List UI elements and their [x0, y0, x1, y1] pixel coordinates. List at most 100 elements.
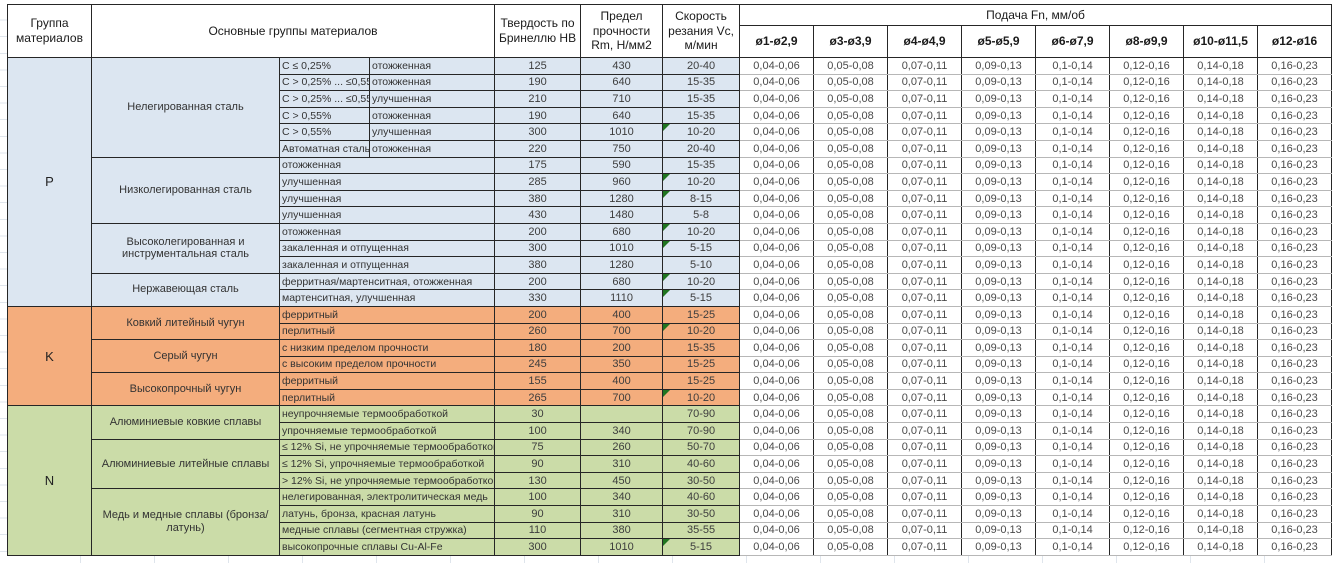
feed-value-cell: 0,07-0,11 [887, 538, 963, 556]
feed-value-cell: 0,12-0,16 [1109, 173, 1185, 191]
feed-value-cell: 0,1-0,14 [1035, 139, 1111, 158]
cutting-speed-cell: 15-35 [662, 156, 741, 175]
material-desc-cell: нелегированная, электролитическая медь [278, 488, 496, 507]
hardness-cell: 200 [494, 272, 582, 291]
material-desc-cell: ≤ 12% Si, не упрочняемые термообработкой [278, 438, 496, 457]
table-row: Алюминиевые литейные сплавы ≤ 12% Si, не … [8, 438, 1333, 490]
cutting-speed-cell: 15-35 [662, 90, 741, 108]
feed-value-cell: 0,16-0,23 [1257, 455, 1333, 473]
feed-value-cell: 0,09-0,13 [961, 222, 1037, 241]
feed-value-cell: 0,12-0,16 [1109, 90, 1185, 108]
feed-value-cell: 0,1-0,14 [1035, 106, 1111, 125]
feed-value-cell: 0,07-0,11 [887, 123, 963, 141]
state-cell: отожженная [368, 139, 496, 158]
feed-value-cell: 0,12-0,16 [1109, 521, 1185, 540]
feed-value-cell: 0,05-0,08 [813, 388, 889, 407]
feed-value-cell: 0,05-0,08 [813, 139, 889, 158]
strength-cell: 260 [580, 438, 664, 457]
hardness-cell: 155 [494, 372, 582, 390]
feed-value-cell: 0,04-0,06 [739, 57, 815, 75]
feed-value-cell: 0,09-0,13 [961, 538, 1037, 556]
feed-value-cell: 0,1-0,14 [1035, 256, 1111, 274]
feed-value-cell: 0,12-0,16 [1109, 139, 1185, 158]
feed-value-cell: 0,14-0,18 [1183, 222, 1259, 241]
feed-value-cell: 0,14-0,18 [1183, 272, 1259, 291]
feed-value-cell: 0,12-0,16 [1109, 322, 1185, 341]
cutting-speed-cell: 10-20 [662, 173, 741, 191]
cutting-speed-cell: 15-35 [662, 339, 741, 357]
feed-value-cell: 0,12-0,16 [1109, 272, 1185, 291]
feed-value-cell: 0,14-0,18 [1183, 139, 1259, 158]
feed-value-cell: 0,07-0,11 [887, 372, 963, 390]
strength-cell: 640 [580, 73, 664, 92]
table-row: Высоколегированная и инструментальная ст… [8, 222, 1333, 274]
hardness-cell: 75 [494, 438, 582, 457]
feed-value-cell: 0,07-0,11 [887, 355, 963, 374]
feed-value-cell: 0,1-0,14 [1035, 206, 1111, 224]
feed-value-cell: 0,09-0,13 [961, 455, 1037, 473]
material-desc-cell: ферритный [278, 305, 496, 324]
hardness-cell: 300 [494, 239, 582, 258]
table-row: улучшенная 430 1480 5-8 0,04-0,06 0,05-0,08 0,… [8, 206, 1333, 224]
feed-value-cell: 0,07-0,11 [887, 388, 963, 407]
cutting-speed-cell: 20-40 [662, 139, 741, 158]
strength-cell: 680 [580, 272, 664, 291]
feed-value-cell: 0,16-0,23 [1257, 90, 1333, 108]
strength-cell: 350 [580, 355, 664, 374]
feed-value-cell: 0,07-0,11 [887, 305, 963, 324]
feed-value-cell: 0,07-0,11 [887, 206, 963, 224]
feed-value-cell: 0,1-0,14 [1035, 405, 1111, 424]
diameter-header-row: ø1-ø2,9 ø3-ø3,9 ø4-ø4,9 ø5-ø5,9 ø6-ø7,9 ø8-ø9… [8, 25, 1333, 58]
feed-value-cell: 0,09-0,13 [961, 471, 1037, 490]
strength-cell: 1010 [580, 123, 664, 141]
feed-value-cell: 0,12-0,16 [1109, 471, 1185, 490]
feed-value-cell: 0,04-0,06 [739, 405, 815, 424]
strength-cell: 400 [580, 305, 664, 324]
table-row: Высокопрочный чугун ферритный 155 400 15-25 0… [8, 372, 1333, 407]
material-desc-cell: неупрочняемые термообработкой [278, 405, 496, 424]
material-subgroup-cell: Ковкий литейный чугун [91, 305, 280, 341]
material-desc-cell: улучшенная [278, 206, 496, 224]
composition-cell: C ≤ 0,25% [279, 57, 370, 75]
material-desc-cell: закаленная и отпущенная [278, 239, 496, 258]
hardness-cell: 90 [494, 455, 582, 473]
table-row: C > 0,55% отожженная 190 640 15-35 0,04-0,06 0… [8, 106, 1333, 125]
feed-value-cell: 0,14-0,18 [1183, 455, 1259, 473]
feed-value-cell: 0,1-0,14 [1035, 422, 1111, 440]
material-desc-cell: ферритная/мартенситная, отожженная [278, 272, 496, 291]
strength-cell: 310 [580, 455, 664, 473]
feed-value-cell: 0,04-0,06 [739, 123, 815, 141]
feed-value-cell: 0,12-0,16 [1109, 106, 1185, 125]
material-group-cell: P [7, 57, 92, 307]
feed-value-cell: 0,12-0,16 [1109, 156, 1185, 175]
material-desc-cell: улучшенная [278, 173, 496, 191]
feed-value-cell: 0,1-0,14 [1035, 289, 1111, 307]
material-desc-cell: с низким пределом прочности [278, 339, 496, 357]
feed-value-cell: 0,05-0,08 [813, 521, 889, 540]
feed-value-cell: 0,12-0,16 [1109, 73, 1185, 92]
material-subgroup-cell: Высоколегированная и инструментальная ст… [91, 222, 280, 274]
feed-value-cell: 0,16-0,23 [1257, 106, 1333, 125]
feed-value-cell: 0,09-0,13 [961, 106, 1037, 125]
table-row: перлитный 260 700 10-20 0,04-0,06 0,05-0,08 0,… [8, 322, 1333, 341]
feed-value-cell: 0,05-0,08 [813, 256, 889, 274]
feed-value-cell: 0,16-0,23 [1257, 206, 1333, 224]
hardness-cell: 245 [494, 355, 582, 374]
hardness-cell: 210 [494, 90, 582, 108]
material-subgroup-cell: Высокопрочный чугун [91, 372, 280, 407]
feed-value-cell: 0,05-0,08 [813, 422, 889, 440]
material-subgroup-cell: Низколегированная сталь [91, 156, 280, 224]
hardness-cell: 200 [494, 305, 582, 324]
feed-value-cell: 0,09-0,13 [961, 355, 1037, 374]
cutting-speed-cell: 40-60 [662, 488, 741, 507]
feed-value-cell: 0,07-0,11 [887, 57, 963, 75]
feed-value-cell: 0,16-0,23 [1257, 289, 1333, 307]
strength-cell: 380 [580, 521, 664, 540]
cutting-speed-cell: 15-25 [662, 355, 741, 374]
feed-value-cell: 0,07-0,11 [887, 189, 963, 208]
cutting-speed-cell: 15-25 [662, 305, 741, 324]
feed-value-cell: 0,14-0,18 [1183, 256, 1259, 274]
feed-value-cell: 0,04-0,06 [739, 289, 815, 307]
feed-value-cell: 0,05-0,08 [813, 339, 889, 357]
feed-value-cell: 0,14-0,18 [1183, 206, 1259, 224]
